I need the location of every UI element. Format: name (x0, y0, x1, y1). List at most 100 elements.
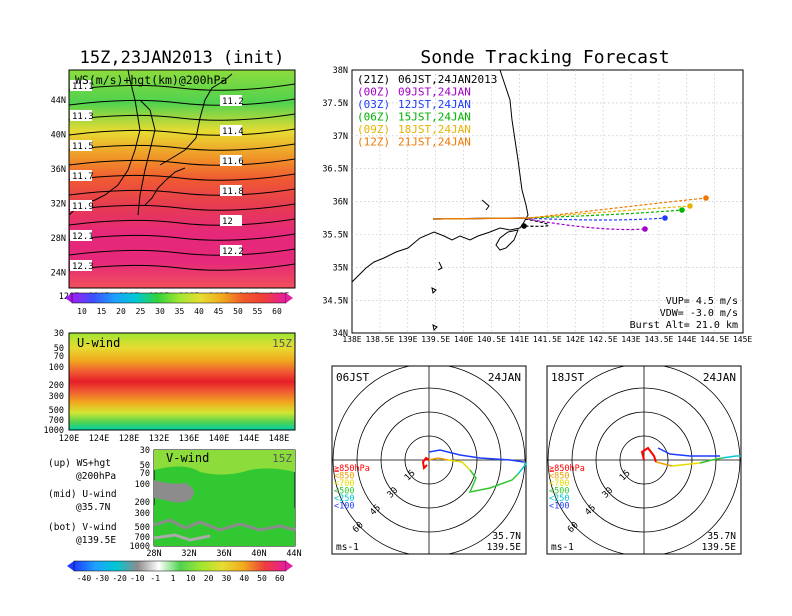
lon-tick-label: 128E (119, 434, 139, 444)
svg-text:(21Z): (21Z) (357, 73, 390, 86)
note-up-line1: (up) WS+hgt (48, 458, 111, 469)
lon-tick-label: 141E (510, 335, 529, 344)
colorbar-tick-label: 15 (97, 307, 107, 316)
svg-text:21JST,24JAN: 21JST,24JAN (398, 136, 471, 149)
lat-tick-label: 32N (181, 549, 196, 559)
lat-tick-label: 36N (51, 165, 66, 175)
svg-text:11.8: 11.8 (222, 187, 244, 197)
lat-tick-label: 34N (333, 329, 348, 339)
lon-tick-label: 144.5E (700, 335, 729, 344)
svg-text:15JST,24JAN: 15JST,24JAN (398, 111, 471, 124)
wind-speed-field (69, 70, 295, 288)
lat-tick-label: 40N (51, 131, 66, 141)
contour-label: 12.2 (220, 245, 244, 257)
top-lat-ticks: 44N 40N 36N 32N 28N 24N (51, 96, 66, 279)
landing-point (642, 226, 648, 232)
pressure-tick-label: 300 (49, 392, 64, 402)
contour-label: 12.1 (70, 230, 94, 242)
track-descent (527, 205, 691, 219)
lon-tick-label: 145E (733, 335, 752, 344)
level-label: <100 (549, 502, 569, 512)
lon-tick-label: 141.5E (533, 335, 562, 344)
svg-text:11.3: 11.3 (72, 112, 94, 122)
contour-label: 11.4 (220, 125, 244, 137)
contour-label: 12.3 (70, 260, 94, 272)
coastline-korea (137, 99, 156, 216)
landing-point (687, 203, 693, 209)
colorbar-tick-label: 20 (116, 307, 126, 316)
track-descent (525, 209, 683, 219)
panel-notes: (up) WS+hgt @200hPa (mid) U-wind @35.7N … (48, 458, 117, 546)
contour-line (69, 98, 295, 106)
colorbar-tick-label: -40 (77, 574, 92, 583)
colorbar-tick-label: 50 (233, 307, 243, 316)
level-label: <250 (549, 494, 569, 504)
track-descent (523, 217, 666, 221)
svg-text:11.4: 11.4 (222, 127, 244, 137)
colorbar-tick-label: 10 (186, 574, 196, 583)
colorbar-tick-label: 50 (257, 574, 267, 583)
left-title: 15Z,23JAN2013 (init) (80, 48, 285, 68)
colorbar-tick-label: 60 (272, 307, 282, 316)
lat-tick-label: 34.5N (322, 296, 348, 306)
colorbar-tick-label: 40 (239, 574, 249, 583)
hodo1-lat: 35.7N (492, 531, 521, 542)
svg-text:12.2: 12.2 (222, 247, 244, 257)
pressure-tick-label: 300 (135, 509, 150, 519)
hodo1-lon: 139.5E (487, 542, 522, 553)
level-label: <250 (334, 494, 354, 504)
svg-text:12JST,24JAN: 12JST,24JAN (398, 98, 471, 111)
hodo2-lon: 139.5E (702, 542, 737, 553)
lon-tick-label: 142E (566, 335, 585, 344)
colorbar-tick-label: 30 (222, 574, 232, 583)
level-label: <850 (549, 472, 569, 482)
contour-line (69, 233, 295, 241)
contour-line (69, 263, 295, 271)
track-ascent (432, 217, 531, 220)
track-descent (521, 217, 646, 231)
hodo2-lat: 35.7N (707, 531, 736, 542)
lat-tick-label: 36N (216, 549, 231, 559)
landing-point (662, 215, 668, 221)
lon-tick-label: 139E (398, 335, 417, 344)
hodo-line-850 (421, 456, 430, 471)
lon-tick-label: 144E (239, 434, 259, 444)
colorbar-tick-label: 60 (275, 574, 285, 583)
svg-text:(00Z): (00Z) (357, 86, 390, 99)
pressure-tick-label: 70 (140, 469, 150, 479)
lat-tick-label: 44N (286, 549, 301, 559)
pressure-tick-label: 700 (135, 533, 150, 543)
lat-tick-label: 44N (51, 96, 66, 106)
coastline-kyushu (144, 167, 186, 206)
lon-tick-label: 138.5E (365, 335, 394, 344)
svg-text:06JST,24JAN2013: 06JST,24JAN2013 (398, 73, 497, 86)
track-lat-ticks: 38N 37.5N 37N 36.5N 36N 35.5N 35N 34.5N 34N (322, 66, 348, 339)
hodo2-unit: ms-1 (551, 542, 574, 553)
lon-tick-label: 140E (454, 335, 473, 344)
hodo-line-top (428, 449, 525, 463)
pressure-tick-label: 500 (135, 523, 150, 533)
legend-entry: (00Z) 09JST,24JAN (357, 86, 471, 99)
level-label: <700 (334, 479, 354, 489)
pressure-tick-label: 1000 (44, 426, 64, 436)
pressure-tick-label: 30 (140, 446, 150, 456)
svg-text:(12Z): (12Z) (357, 136, 390, 149)
hodo2-date: 24JAN (703, 371, 736, 384)
svg-text:12.1: 12.1 (72, 232, 94, 242)
pressure-tick-label: 1000 (130, 542, 150, 552)
colorbar-tick-label: 1 (171, 574, 176, 583)
contour-label: 11.6 (220, 155, 244, 167)
hodo-line-100 (721, 455, 741, 459)
hodo-line-250 (468, 469, 519, 494)
level-label: <500 (549, 487, 569, 497)
contour-labels: 11.1 11.2 11.3 11.4 11.5 11.6 11.7 11.8 11.9 12 12… (70, 80, 244, 272)
svg-text:(03Z): (03Z) (357, 98, 390, 111)
lat-tick-label: 32N (51, 200, 66, 210)
colorbar-tick-label: 10 (77, 307, 87, 316)
sonde-track-map: 38N 37.5N 37N 36.5N 36N 35.5N 35N 34.5N 34N 138E… (322, 66, 752, 344)
hodo-line-500 (447, 459, 471, 471)
